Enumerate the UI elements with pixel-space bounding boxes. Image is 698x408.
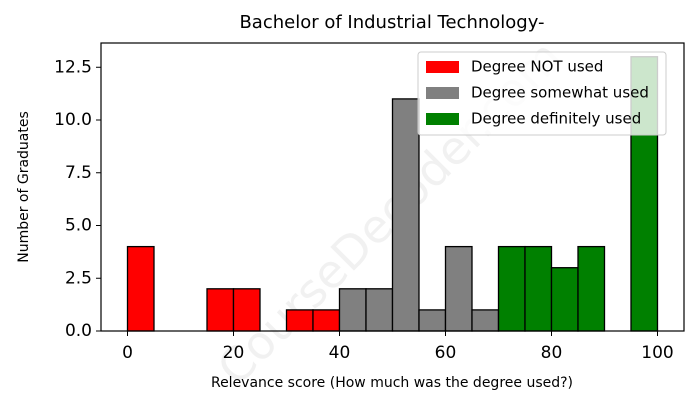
bar [418, 309, 447, 332]
y-tick-label: 10.0 [54, 110, 92, 130]
x-tick-label: 100 [641, 343, 673, 363]
bar [126, 245, 155, 332]
legend-swatch [426, 113, 459, 125]
x-axis-label: Relevance score (How much was the degree… [211, 375, 573, 391]
y-tick-label: 0.0 [65, 321, 92, 341]
y-axis-label: Number of Graduates [16, 111, 32, 263]
y-tick-label: 12.5 [54, 57, 92, 77]
legend-swatch [426, 87, 459, 99]
bar [391, 98, 420, 332]
chart-title: Bachelor of Industrial Technology- [239, 12, 544, 33]
bar [550, 267, 579, 332]
bar [338, 288, 367, 332]
legend-label: Degree NOT used [471, 58, 603, 76]
bar [524, 245, 553, 332]
bar [577, 245, 606, 332]
x-tick-label: 20 [223, 343, 245, 363]
bar [497, 245, 526, 332]
x-tick-label: 80 [541, 343, 563, 363]
x-tick-label: 40 [329, 343, 351, 363]
bar [232, 288, 261, 332]
legend-label: Degree somewhat used [471, 84, 649, 102]
plot-frame [100, 42, 685, 332]
x-tick-label: 0 [122, 343, 133, 363]
bar [444, 245, 473, 332]
bar [285, 309, 314, 332]
x-tick-label: 60 [435, 343, 457, 363]
bar [471, 309, 500, 332]
y-tick-label: 5.0 [65, 216, 92, 236]
legend-label: Degree definitely used [471, 110, 641, 128]
legend-swatch [426, 61, 459, 73]
y-tick-label: 2.5 [65, 268, 92, 288]
y-tick-label: 7.5 [65, 163, 92, 183]
bar [312, 309, 341, 332]
bar [206, 288, 235, 332]
legend-box [417, 51, 667, 136]
bar [365, 288, 394, 332]
